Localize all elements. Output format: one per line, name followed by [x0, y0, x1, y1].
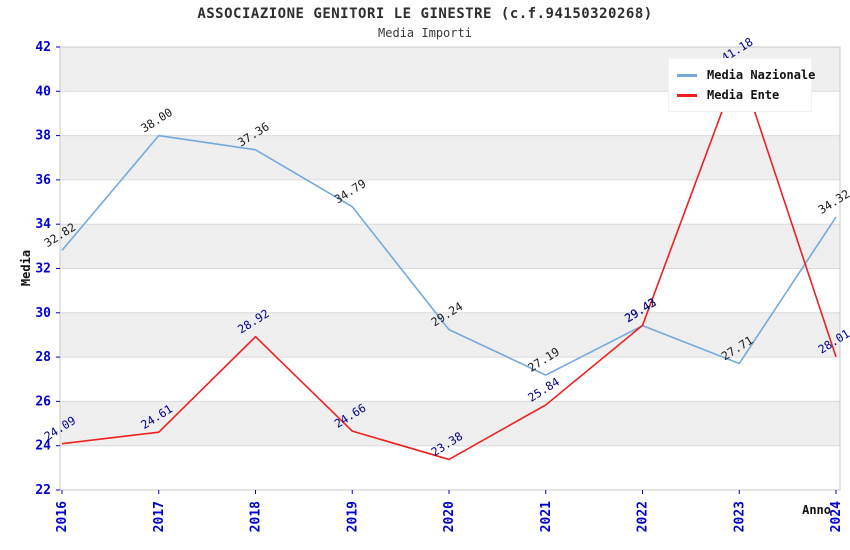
point-label: 38.00 [138, 105, 175, 135]
x-tick-label: 2017 [152, 501, 167, 532]
legend: Media Nazionale Media Ente [668, 58, 815, 112]
grid-band [60, 135, 840, 180]
y-tick-label: 42 [35, 40, 51, 55]
y-tick-label: 28 [35, 350, 51, 365]
y-tick-label: 38 [35, 129, 51, 144]
grid-band [60, 224, 840, 269]
point-label: 34.79 [332, 176, 369, 206]
grid-band [60, 401, 840, 446]
chart-title: ASSOCIAZIONE GENITORI LE GINESTRE (c.f.9… [197, 6, 653, 22]
legend-item-media-nazionale: Media Nazionale [677, 65, 815, 85]
legend-line-swatch-ente-icon [677, 93, 697, 97]
x-axis-title: Anno [802, 503, 831, 517]
y-tick-label: 30 [35, 306, 51, 321]
legend-label-media-nazionale: Media Nazionale [707, 68, 816, 82]
y-tick-label: 22 [35, 483, 51, 498]
y-tick-label: 24 [35, 439, 51, 454]
legend-line-swatch-nazionale-icon [677, 73, 697, 77]
series-line-media-nazionale [61, 134, 837, 376]
x-tick-label: 2020 [442, 501, 457, 532]
x-tick-label: 2016 [55, 501, 70, 532]
x-tick-label: 2022 [636, 501, 651, 532]
x-tick-label: 2018 [249, 501, 264, 532]
x-tick-label: 2021 [539, 501, 554, 532]
point-label: 25.84 [525, 374, 562, 404]
y-tick-label: 34 [35, 217, 51, 232]
y-tick-label: 36 [35, 173, 51, 188]
x-tick-label: 2023 [732, 501, 747, 532]
x-tick-label: 2024 [829, 501, 844, 532]
grid-band [60, 312, 840, 358]
y-tick-label: 26 [35, 394, 51, 409]
y-axis-title: Media [19, 250, 33, 286]
chart-subtitle: Media Importi [378, 26, 472, 40]
y-tick-label: 32 [35, 262, 51, 277]
legend-item-media-ente: Media Ente [677, 85, 803, 105]
x-tick-label: 2019 [345, 501, 360, 532]
y-tick-label: 40 [35, 84, 51, 99]
series-line-media-ente [61, 64, 837, 461]
point-label: 34.32 [815, 187, 850, 217]
legend-label-media-ente: Media Ente [707, 88, 780, 102]
